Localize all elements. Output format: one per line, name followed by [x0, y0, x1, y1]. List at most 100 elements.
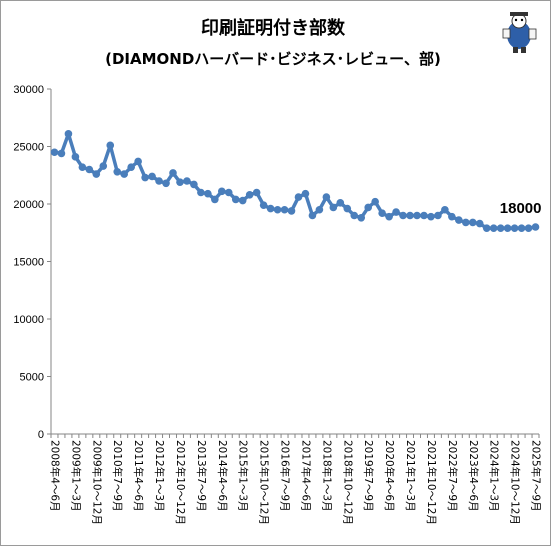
data-point	[468, 218, 477, 227]
y-axis-ticks: 0 5000 10000 15000 20000 25000 30000	[13, 84, 51, 441]
x-tick-label: 2012年1～3月	[153, 440, 166, 512]
data-point	[57, 149, 66, 158]
y-tick-label: 5000	[20, 372, 44, 384]
data-point	[441, 205, 449, 214]
x-tick-label: 2024年10～12月	[509, 440, 522, 525]
data-point	[496, 224, 505, 232]
x-tick-label: 2013年7～9月	[195, 440, 208, 512]
data-point	[113, 168, 122, 176]
data-point	[315, 205, 324, 214]
x-tick-label: 2018年1～3月	[320, 440, 333, 512]
x-tick-label: 2017年4～6月	[299, 440, 312, 512]
data-point	[50, 148, 59, 157]
data-point	[413, 211, 421, 220]
x-tick-label: 2018年10～12月	[341, 440, 354, 525]
data-point	[273, 205, 282, 214]
x-tick-label: 2012年10～12月	[174, 440, 187, 525]
data-point	[455, 216, 463, 224]
x-tick-label: 2021年1～3月	[404, 440, 417, 512]
data-point	[280, 205, 289, 214]
data-point	[148, 172, 156, 181]
mascot-logo	[502, 12, 537, 53]
x-tick-label: 2016年7～9月	[279, 440, 292, 512]
chart-title: 印刷証明付き部数	[201, 17, 346, 39]
data-point	[434, 211, 442, 220]
data-point	[378, 209, 386, 217]
chart-subtitle: (DIAMONDハーバード･ビジネス･レビュー、部)	[105, 50, 441, 68]
series-points	[50, 130, 540, 232]
data-point	[64, 130, 73, 138]
x-tick-label: 2023年4～6月	[467, 440, 480, 512]
data-point	[350, 211, 359, 220]
y-tick-label: 25000	[13, 142, 44, 154]
data-point	[343, 204, 352, 213]
data-point	[252, 188, 261, 197]
data-point	[510, 224, 519, 232]
data-point	[301, 189, 310, 198]
y-tick-label: 15000	[13, 257, 44, 269]
data-label: 18000	[500, 200, 542, 217]
data-point	[259, 201, 268, 209]
data-point	[462, 218, 470, 227]
axes	[50, 89, 539, 435]
data-point	[120, 170, 128, 178]
data-point	[231, 195, 240, 204]
data-point	[517, 224, 526, 232]
data-point	[308, 211, 317, 220]
x-tick-label: 2008年4～6月	[48, 440, 61, 512]
data-point	[218, 187, 226, 196]
data-point	[204, 189, 212, 198]
data-point	[85, 165, 94, 174]
data-point	[336, 199, 345, 207]
x-tick-label: 2021年10～12月	[425, 440, 438, 525]
x-tick-label: 2020年4～6月	[383, 440, 396, 512]
data-point	[266, 204, 275, 213]
data-point	[141, 173, 149, 182]
data-point	[357, 214, 366, 222]
x-tick-label: 2025年7～9月	[530, 440, 543, 512]
data-point	[531, 223, 540, 231]
y-tick-label: 0	[38, 429, 44, 441]
series-line	[54, 132, 536, 230]
data-point	[245, 191, 254, 199]
y-tick-label: 10000	[13, 314, 44, 326]
data-point	[287, 207, 296, 215]
y-tick-label: 30000	[13, 84, 44, 96]
data-point	[99, 162, 108, 170]
data-point	[392, 208, 400, 216]
x-tick-label: 2014年4～6月	[216, 440, 229, 512]
data-point	[127, 163, 135, 171]
data-point	[448, 212, 456, 221]
x-tick-label: 2009年10～12月	[90, 440, 103, 525]
data-point	[162, 179, 170, 188]
data-point	[503, 224, 512, 232]
data-point	[183, 177, 191, 185]
x-tick-label: 2009年1～3月	[69, 440, 82, 512]
data-point	[482, 224, 491, 232]
data-point	[224, 188, 233, 197]
data-point	[134, 157, 142, 166]
data-point	[371, 197, 379, 206]
x-tick-label: 2022年7～9月	[446, 440, 459, 512]
x-tick-label: 2011年4～6月	[132, 440, 145, 512]
data-point	[78, 163, 87, 171]
data-point	[190, 180, 198, 189]
data-point	[71, 153, 80, 161]
data-point	[399, 211, 407, 220]
data-point	[406, 211, 414, 220]
data-point	[106, 141, 115, 150]
data-point	[322, 193, 331, 201]
data-point	[489, 224, 498, 232]
data-point	[197, 188, 205, 197]
x-tick-label: 2010年7～9月	[111, 440, 124, 512]
data-point	[169, 169, 177, 177]
x-tick-label: 2015年10～12月	[258, 440, 271, 525]
x-tick-label: 2024年1～3月	[488, 440, 501, 512]
data-point	[475, 219, 484, 228]
data-point	[294, 193, 303, 201]
y-tick-label: 20000	[13, 199, 44, 211]
data-point	[385, 212, 393, 221]
data-point	[524, 224, 533, 232]
